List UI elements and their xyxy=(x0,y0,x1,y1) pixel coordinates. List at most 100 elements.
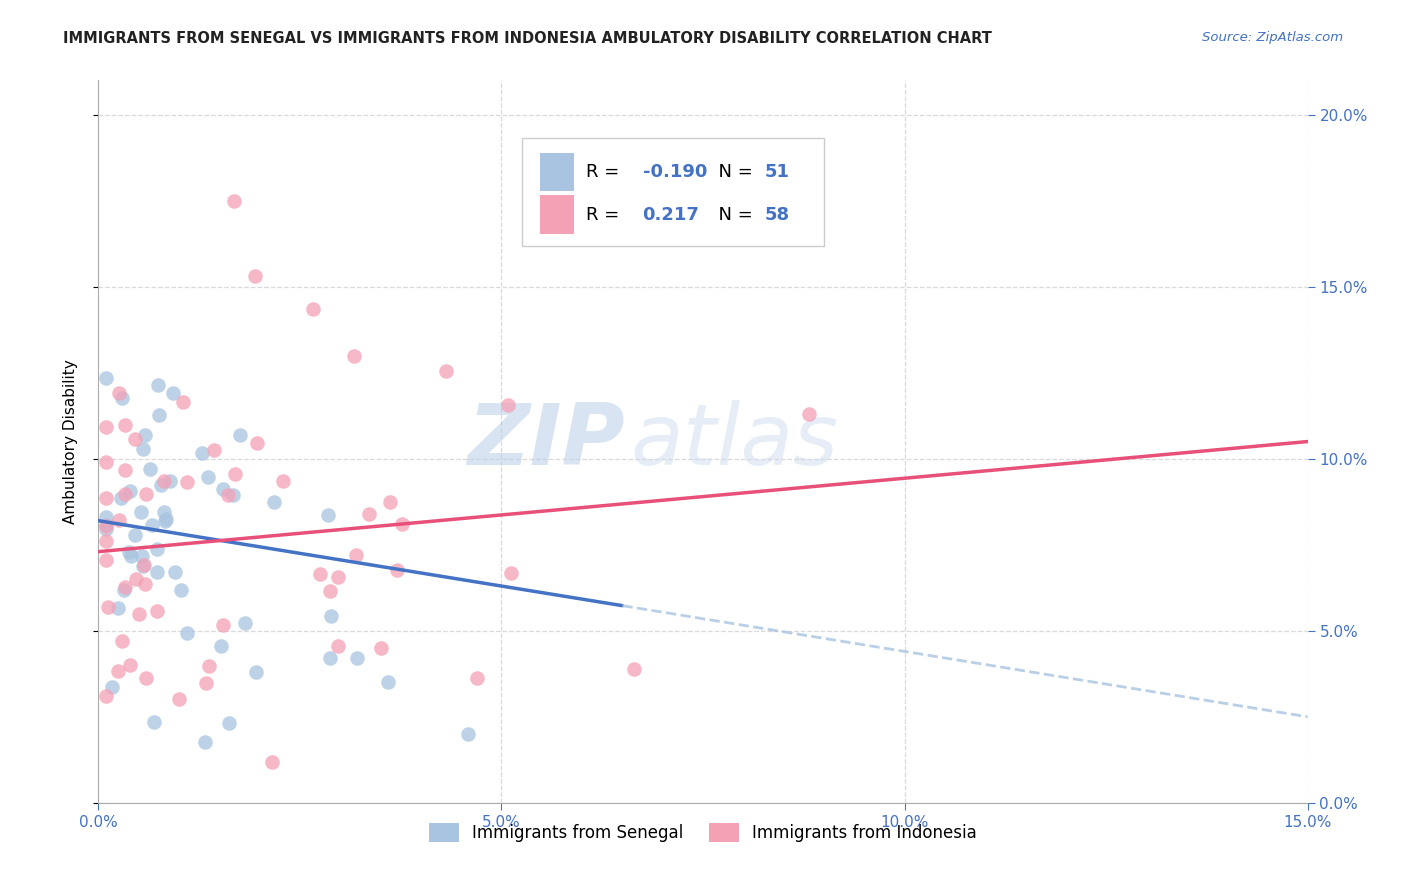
Point xyxy=(194,735,217,749)
Point xyxy=(501,566,523,580)
Point xyxy=(221,488,243,502)
Point xyxy=(143,715,166,730)
Point xyxy=(120,549,142,563)
Text: N =: N = xyxy=(707,163,758,181)
Point xyxy=(263,494,285,508)
Point xyxy=(124,528,146,542)
Point xyxy=(146,378,169,392)
Point xyxy=(112,582,135,597)
Point xyxy=(167,691,190,706)
Point xyxy=(326,570,349,584)
Point xyxy=(96,523,118,537)
Point xyxy=(169,582,191,597)
Point xyxy=(118,545,141,559)
Point xyxy=(114,418,136,433)
Point xyxy=(132,442,155,457)
Point xyxy=(96,491,118,505)
Point xyxy=(145,565,167,579)
Point xyxy=(131,549,153,564)
Text: R =: R = xyxy=(586,163,624,181)
Point xyxy=(108,385,131,400)
Point xyxy=(245,665,267,680)
Point xyxy=(319,651,342,665)
Point xyxy=(134,576,156,591)
Point xyxy=(260,755,283,769)
Point xyxy=(96,509,118,524)
Point xyxy=(370,640,392,655)
Point xyxy=(343,349,366,363)
Point xyxy=(380,495,402,509)
Point xyxy=(387,562,409,576)
Point xyxy=(496,398,519,412)
Point xyxy=(202,442,225,457)
Text: atlas: atlas xyxy=(630,400,838,483)
Point xyxy=(132,559,155,574)
Text: Source: ZipAtlas.com: Source: ZipAtlas.com xyxy=(1202,31,1343,45)
Point xyxy=(107,664,129,678)
Point xyxy=(218,716,240,731)
Point xyxy=(243,268,266,283)
Point xyxy=(467,671,489,685)
Point xyxy=(150,478,173,492)
Text: 0.217: 0.217 xyxy=(643,205,699,224)
Point xyxy=(114,580,136,594)
Point xyxy=(211,617,233,632)
Point xyxy=(319,584,342,599)
Point xyxy=(197,470,219,484)
Point xyxy=(145,542,167,557)
Point xyxy=(107,600,129,615)
Point xyxy=(96,518,118,533)
Point xyxy=(124,432,146,446)
Point xyxy=(155,512,177,526)
Text: -0.190: -0.190 xyxy=(643,163,707,181)
Point xyxy=(316,508,339,522)
Point xyxy=(128,607,150,621)
Point xyxy=(139,462,162,476)
Point xyxy=(623,662,645,676)
Point xyxy=(111,391,134,405)
Point xyxy=(96,534,118,549)
Point xyxy=(159,474,181,488)
Point xyxy=(176,475,198,489)
Y-axis label: Ambulatory Disability: Ambulatory Disability xyxy=(63,359,77,524)
Point xyxy=(96,553,118,567)
Point xyxy=(129,505,152,519)
Point xyxy=(457,727,479,741)
Point xyxy=(152,474,174,488)
Point xyxy=(301,302,323,317)
Point xyxy=(111,634,134,648)
Point xyxy=(799,407,821,421)
Point xyxy=(135,671,157,685)
Point xyxy=(271,474,294,488)
Point xyxy=(176,626,198,640)
Point xyxy=(211,482,233,496)
FancyBboxPatch shape xyxy=(522,138,824,246)
Point xyxy=(135,486,157,500)
Point xyxy=(344,548,367,562)
Point xyxy=(326,639,349,653)
Bar xyxy=(540,195,574,234)
Text: IMMIGRANTS FROM SENEGAL VS IMMIGRANTS FROM INDONESIA AMBULATORY DISABILITY CORRE: IMMIGRANTS FROM SENEGAL VS IMMIGRANTS FR… xyxy=(63,31,993,46)
Text: 58: 58 xyxy=(765,205,790,224)
Point xyxy=(134,428,156,442)
Point xyxy=(101,680,124,694)
Point xyxy=(346,651,368,665)
Point xyxy=(172,395,194,409)
Point xyxy=(195,675,218,690)
Point xyxy=(108,513,131,527)
Point xyxy=(118,484,141,499)
Point xyxy=(436,364,458,378)
Point xyxy=(319,609,342,624)
Point xyxy=(198,659,221,673)
Point xyxy=(96,690,118,704)
Point xyxy=(114,486,136,500)
Point xyxy=(391,516,413,531)
Point xyxy=(96,455,118,469)
Point xyxy=(209,639,232,653)
Point xyxy=(191,446,214,460)
Point xyxy=(162,386,184,401)
Point xyxy=(110,491,132,505)
Point xyxy=(97,600,120,615)
Legend: Immigrants from Senegal, Immigrants from Indonesia: Immigrants from Senegal, Immigrants from… xyxy=(422,816,984,848)
Bar xyxy=(540,153,574,191)
